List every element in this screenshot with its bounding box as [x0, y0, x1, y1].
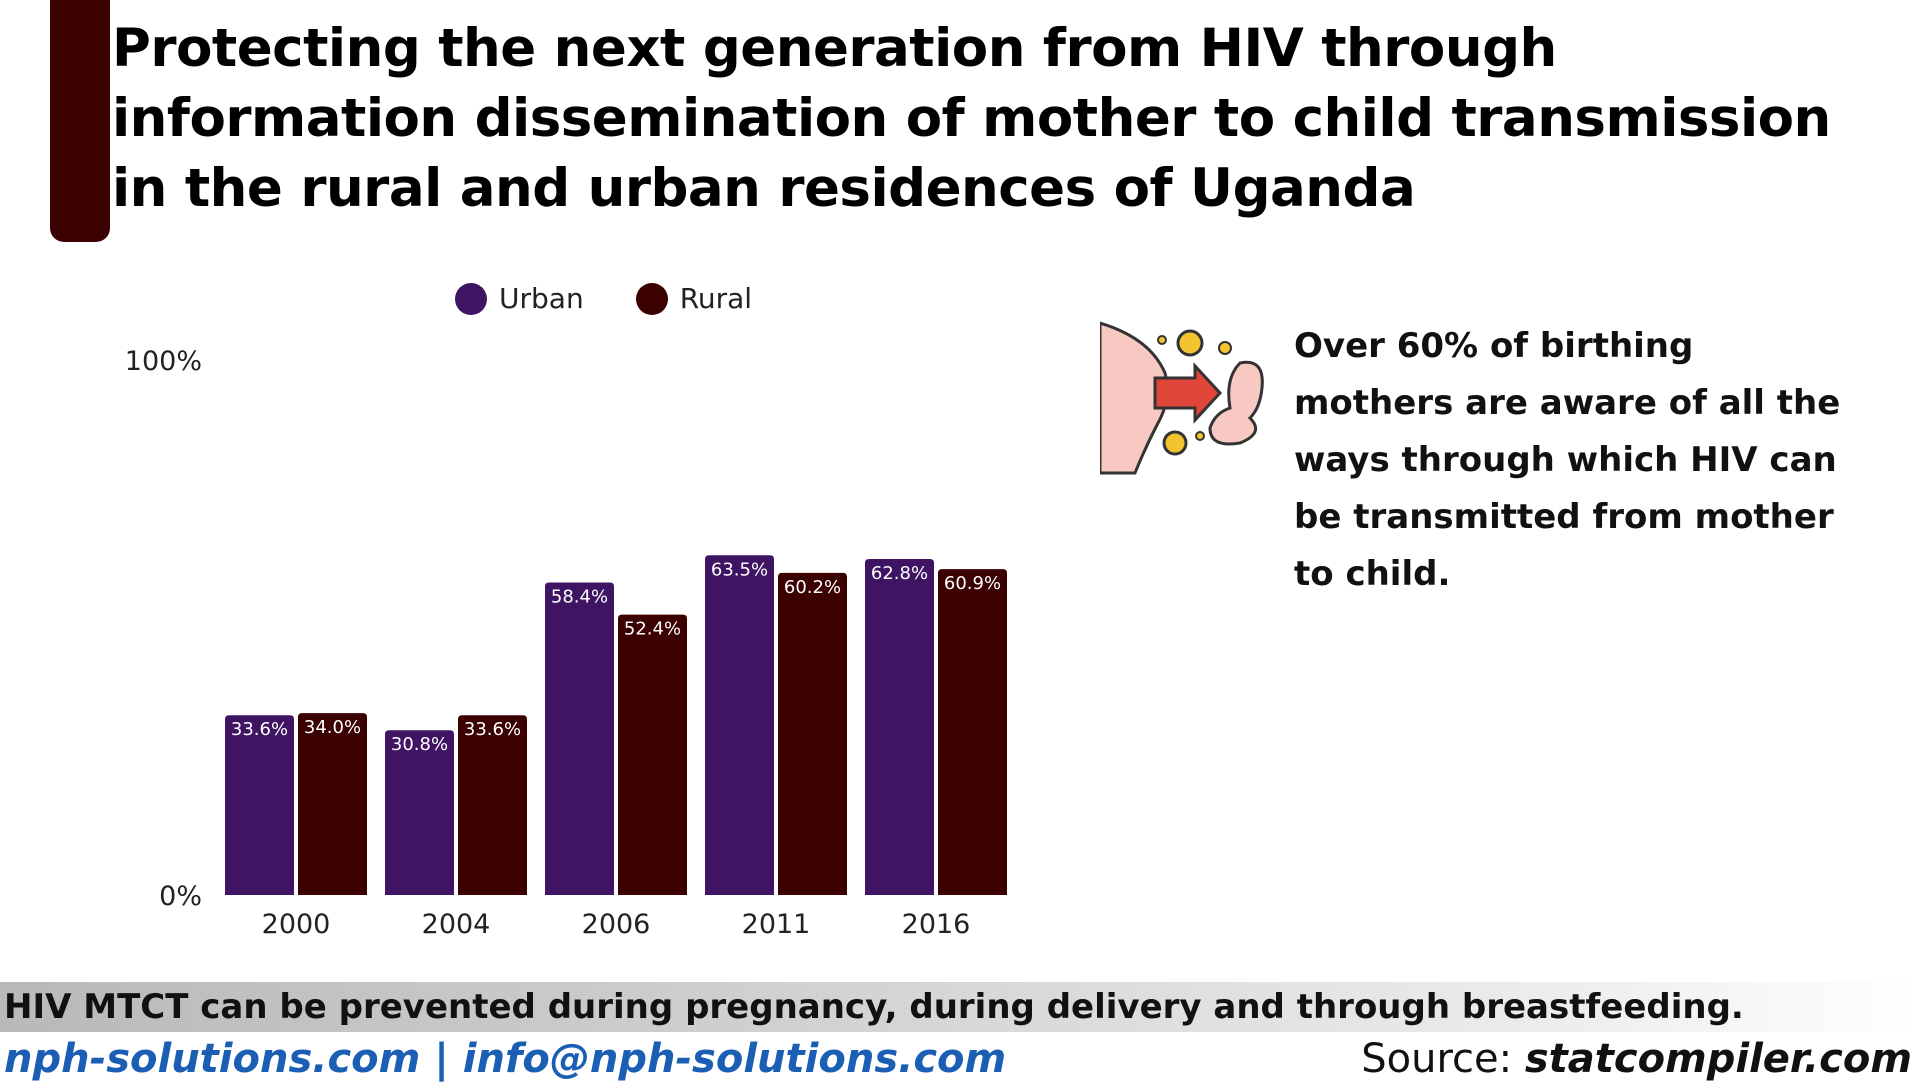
- legend-swatch-rural: [635, 282, 668, 315]
- bar-rural-2004: [458, 715, 527, 895]
- data-label-urban-2016: 62.8%: [871, 563, 928, 584]
- bar-urban-2004: [385, 730, 454, 895]
- data-label-urban-2000: 33.6%: [231, 719, 288, 740]
- y-tick-label: 0%: [159, 881, 202, 912]
- x-tick-label: 2000: [262, 909, 331, 940]
- bar-rural-2000: [298, 713, 367, 895]
- legend-label-rural: Rural: [679, 282, 753, 315]
- data-label-rural-2000: 34.0%: [304, 717, 361, 738]
- bar-urban-2016: [865, 559, 934, 895]
- y-tick-label: 100%: [125, 346, 202, 377]
- title-line-3: in the rural and urban residences of Uga…: [112, 158, 1416, 219]
- title-accent-bar: [50, 0, 110, 242]
- legend-label-urban: Urban: [499, 282, 584, 315]
- legend-item-rural: Rural: [635, 282, 753, 315]
- source-site[interactable]: statcompiler.com: [1524, 1036, 1912, 1082]
- x-tick-label: 2016: [902, 909, 971, 940]
- footer-contact-links[interactable]: nph-solutions.com | info@nph-solutions.c…: [4, 1036, 1007, 1082]
- footer-source: Source: statcompiler.com: [1361, 1036, 1912, 1082]
- data-label-rural-2016: 60.9%: [944, 573, 1001, 594]
- bar-urban-2000: [225, 715, 294, 895]
- footer-band: [0, 982, 1920, 1032]
- fact-text: Over 60% of birthing mothers are aware o…: [1294, 326, 1841, 594]
- data-label-rural-2004: 33.6%: [464, 719, 521, 740]
- data-label-urban-2011: 63.5%: [711, 559, 768, 580]
- x-tick-label: 2004: [422, 909, 491, 940]
- chart-legend: Urban Rural: [455, 282, 804, 315]
- footer-note: HIV MTCT can be prevented during pregnan…: [4, 987, 1744, 1027]
- data-label-rural-2011: 60.2%: [784, 577, 841, 598]
- mother-child-transmission-icon: [1100, 321, 1264, 475]
- title-line-2: information dissemination of mother to c…: [112, 88, 1831, 149]
- bar-rural-2011: [778, 572, 847, 895]
- x-tick-label: 2006: [582, 909, 651, 940]
- page-title: Protecting the next generation from HIV …: [112, 14, 1902, 224]
- data-label-urban-2006: 58.4%: [551, 587, 608, 608]
- bar-rural-2006: [618, 614, 687, 895]
- legend-item-urban: Urban: [455, 282, 584, 315]
- bar-urban-2006: [545, 582, 614, 895]
- x-tick-label: 2011: [742, 909, 811, 940]
- bar-urban-2011: [705, 555, 774, 895]
- legend-swatch-urban: [455, 282, 487, 315]
- data-label-urban-2004: 30.8%: [391, 734, 448, 755]
- bar-rural-2016: [938, 569, 1007, 895]
- title-line-1: Protecting the next generation from HIV …: [112, 18, 1557, 79]
- bar-chart: 0% 100% 33.6% 34.0% 2000 30.8% 33.6% 2004 58.4% 5…: [125, 346, 1007, 940]
- data-label-rural-2006: 52.4%: [624, 619, 681, 640]
- source-label: Source:: [1361, 1036, 1513, 1082]
